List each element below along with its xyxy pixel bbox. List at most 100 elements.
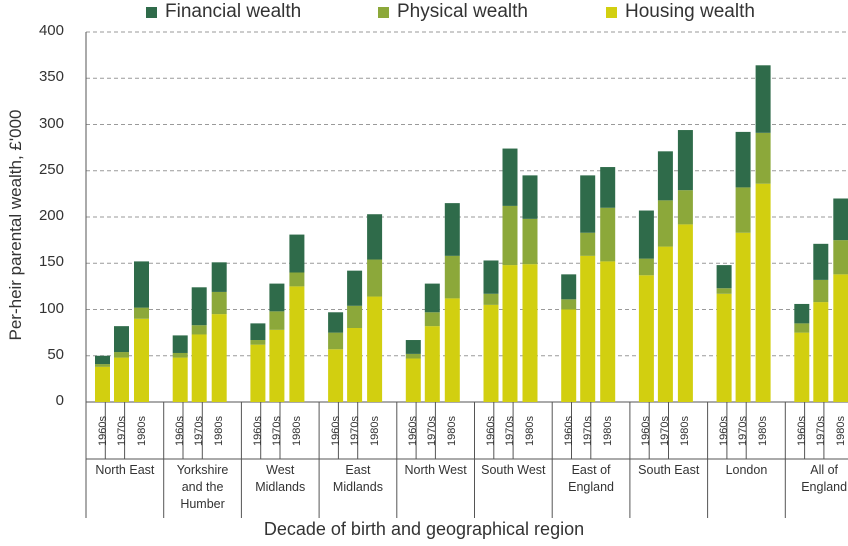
- bar-segment-financial: [833, 198, 848, 241]
- y-tick-label: 0: [55, 392, 64, 409]
- decade-label: 1980s: [368, 415, 381, 446]
- bar-segment-financial: [347, 270, 363, 306]
- decade-label: 1980s: [213, 415, 226, 446]
- decade-label: 1980s: [135, 415, 148, 446]
- decade-label: 1960s: [718, 415, 731, 446]
- bar-segment-housing: [405, 358, 421, 402]
- bar-segment-financial: [600, 167, 616, 208]
- region-label-line: All of: [810, 463, 839, 477]
- bar-segment-financial: [813, 243, 829, 280]
- bar-segment-physical: [250, 340, 266, 345]
- bar-segment-housing: [483, 304, 499, 402]
- bar-segment-physical: [657, 200, 673, 247]
- decade-label: 1960s: [485, 415, 497, 446]
- legend-swatch-financial: [146, 6, 157, 18]
- bar-segment-housing: [172, 357, 188, 402]
- bar-segment-housing: [716, 293, 732, 402]
- decade-label: 1970s: [270, 415, 283, 446]
- bar-segment-physical: [561, 299, 577, 310]
- bar-segment-financial: [657, 151, 673, 201]
- decade-label: 1970s: [737, 415, 750, 446]
- bar-segment-physical: [405, 353, 421, 359]
- bar-segment-financial: [269, 283, 285, 312]
- bar-segment-physical: [172, 352, 188, 358]
- decade-label: 1960s: [96, 415, 109, 446]
- bar-segment-financial: [677, 130, 693, 191]
- bar-segment-housing: [95, 366, 110, 402]
- bar-segment-physical: [522, 218, 538, 265]
- decade-label: 1970s: [659, 415, 672, 446]
- region-label-line: Midlands: [332, 480, 383, 494]
- bar-segment-physical: [813, 279, 829, 303]
- decade-label: 1960s: [562, 415, 575, 446]
- decade-label: 1970s: [193, 415, 206, 446]
- bar-segment-physical: [424, 312, 440, 327]
- bar-segment-housing: [794, 332, 810, 402]
- bar-segment-financial: [328, 312, 344, 333]
- region-label: North West: [398, 462, 474, 479]
- y-tick-label: 150: [38, 253, 64, 271]
- region-label-line: England: [568, 480, 614, 494]
- bar-segment-financial: [95, 355, 110, 365]
- legend-item-physical: Physical wealth: [378, 1, 528, 23]
- bar-segment-financial: [172, 335, 188, 353]
- y-tick-label: 350: [38, 68, 64, 86]
- bar-segment-housing: [580, 255, 596, 402]
- bar-segment-financial: [794, 303, 810, 324]
- y-tick-label: 400: [38, 22, 64, 39]
- bar-segment-physical: [755, 132, 771, 184]
- y-tick-label: 250: [38, 160, 64, 178]
- region-label: London: [708, 462, 784, 479]
- y-tick-label: 200: [38, 207, 64, 224]
- region-label: East Midlands: [320, 462, 396, 496]
- bar-segment-financial: [716, 265, 732, 289]
- region-label-line: England: [801, 480, 848, 494]
- bar-segment-physical: [483, 293, 499, 305]
- region-label-line: Midlands: [255, 480, 306, 494]
- bar-segment-housing: [250, 344, 266, 402]
- bar-segment-financial: [134, 261, 149, 308]
- bar-segment-financial: [444, 203, 460, 256]
- decade-label: 1970s: [814, 415, 827, 446]
- region-label-line: Humber: [180, 497, 225, 511]
- bar-segment-financial: [483, 260, 499, 294]
- decade-label: 1960s: [640, 415, 653, 446]
- bar-segment-physical: [716, 288, 732, 294]
- bar-segment-physical: [191, 325, 207, 335]
- bar-segment-housing: [444, 298, 460, 402]
- decade-label: 1960s: [174, 415, 187, 446]
- bar-segment-housing: [211, 314, 227, 402]
- bar-segment-financial: [114, 326, 129, 353]
- bar-segment-housing: [561, 309, 577, 402]
- bar-segment-financial: [211, 262, 227, 292]
- bar-segment-physical: [134, 307, 149, 319]
- bar-segment-physical: [347, 305, 363, 328]
- bar-segment-financial: [424, 283, 440, 313]
- y-tick-label: 100: [38, 299, 64, 317]
- region-label-line: West: [266, 463, 295, 477]
- bar-segment-physical: [211, 291, 227, 315]
- bar-segment-housing: [424, 326, 440, 402]
- bar-segment-housing: [522, 264, 538, 402]
- bar-segment-housing: [657, 246, 673, 402]
- bar-segment-physical: [833, 240, 848, 275]
- region-label: All of England: [786, 462, 848, 496]
- region-label-line: London: [725, 463, 768, 477]
- legend-item-financial: Financial wealth: [146, 1, 301, 23]
- bar-segment-financial: [561, 274, 577, 300]
- region-label: East of England: [553, 462, 629, 496]
- region-label-line: East of: [571, 463, 611, 477]
- bar-segment-financial: [405, 340, 421, 354]
- bar-segment-physical: [600, 207, 616, 262]
- bar-segment-physical: [794, 323, 810, 333]
- bar-segment-physical: [580, 232, 596, 256]
- bar-segment-housing: [347, 328, 363, 402]
- decade-label: 1960s: [251, 415, 264, 446]
- region-label: South East: [631, 462, 707, 479]
- legend-item-housing: Housing wealth: [606, 1, 755, 23]
- legend-label-physical: Physical wealth: [397, 1, 528, 22]
- bar-segment-housing: [755, 183, 771, 402]
- bar-segment-financial: [191, 287, 207, 326]
- bar-segment-housing: [833, 274, 848, 402]
